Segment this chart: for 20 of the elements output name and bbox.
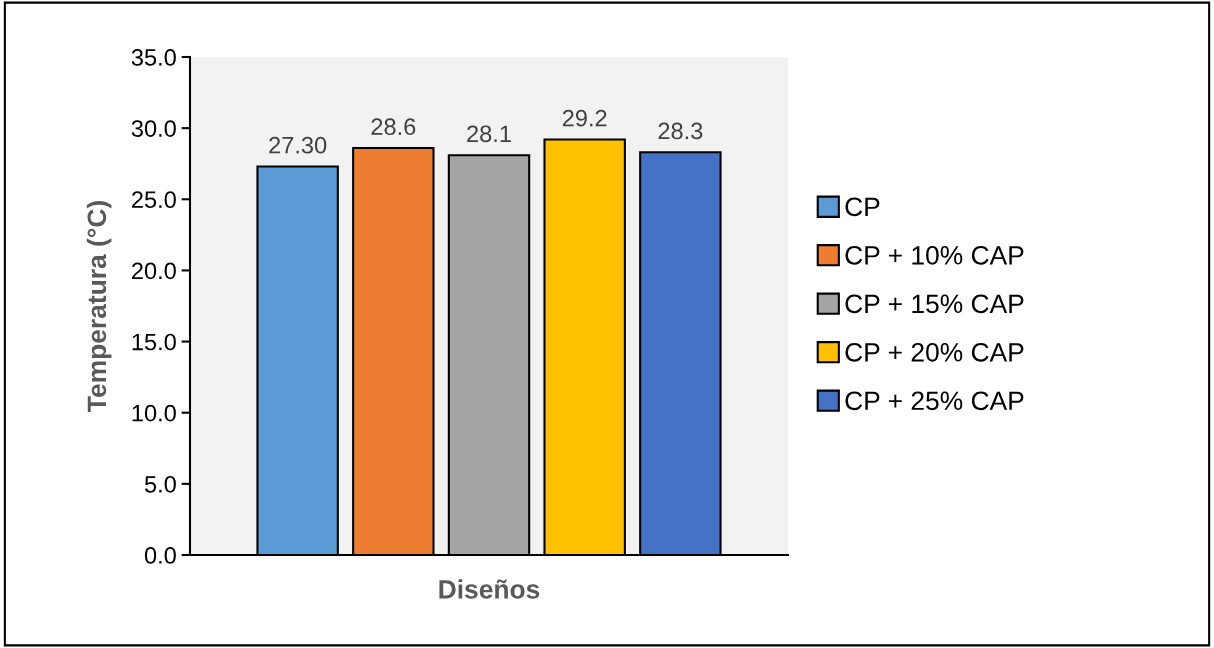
- y-tick-label: 35.0: [131, 49, 176, 66]
- y-tick-label: 30.0: [131, 120, 176, 137]
- data-label: 28.1: [467, 125, 511, 143]
- legend-label: CP + 15% CAP: [845, 294, 1024, 314]
- legend-label: CP + 20% CAP: [845, 342, 1024, 362]
- data-label: 28.3: [658, 122, 703, 140]
- y-tick-label: 0.0: [144, 547, 176, 564]
- legend-label: CP + 25% CAP: [845, 391, 1024, 411]
- data-label: 27.30: [269, 136, 327, 154]
- data-label: 28.6: [371, 118, 416, 136]
- y-tick-label: 10.0: [132, 404, 176, 422]
- y-tick-label: 25.0: [132, 191, 176, 209]
- y-tick-label: 5.0: [144, 475, 176, 493]
- legend-label: CP + 10% CAP: [845, 245, 1024, 265]
- x-axis-title: Diseños: [439, 579, 540, 599]
- y-axis-title: Temperatura (°C): [86, 201, 112, 412]
- data-label: 29.2: [562, 109, 607, 127]
- y-tick-label: 20.0: [132, 262, 176, 280]
- y-tick-label: 15.0: [132, 333, 176, 351]
- legend-label: CP: [845, 197, 880, 217]
